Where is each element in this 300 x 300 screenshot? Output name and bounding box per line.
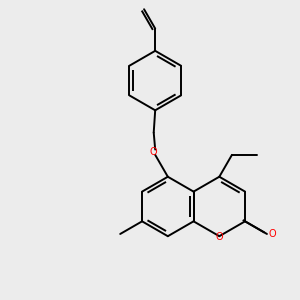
Text: O: O [215,232,223,242]
Text: O: O [268,229,276,239]
Text: O: O [149,147,157,157]
